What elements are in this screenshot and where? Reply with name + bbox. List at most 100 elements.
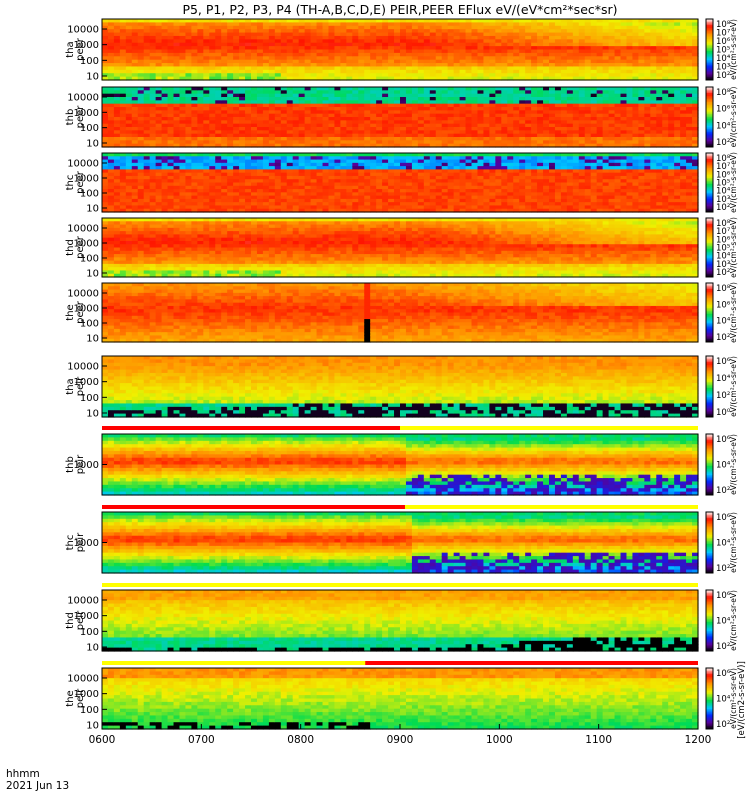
- spectrogram-cell: [268, 56, 276, 61]
- spectrogram-cell: [447, 32, 455, 37]
- spectrogram-cell: [304, 46, 312, 51]
- spectrogram-cell: [215, 29, 222, 34]
- spectrogram-cell: [495, 29, 502, 34]
- spectrogram-cell: [340, 59, 347, 64]
- spectrogram-cell: [239, 49, 246, 54]
- spectrogram-cell: [191, 29, 198, 34]
- spectrogram-cell: [310, 49, 318, 54]
- spectrogram-cell: [489, 25, 496, 30]
- spectrogram-cell: [197, 42, 204, 47]
- spectrogram-cell: [221, 42, 228, 47]
- spectrogram-cell: [215, 73, 222, 78]
- spectrogram-cell: [256, 29, 264, 34]
- spectrogram-cell: [495, 25, 502, 30]
- spectrogram-cell: [119, 39, 127, 44]
- spectrogram-cell: [370, 19, 377, 23]
- spectrogram-cell: [417, 22, 425, 27]
- spectrogram-cell: [137, 49, 145, 54]
- spectrogram-cell: [292, 42, 300, 47]
- spectrogram-cell: [370, 66, 377, 71]
- spectrogram-cell: [280, 29, 288, 34]
- spectrogram-cell: [340, 25, 347, 30]
- spectrogram-cell: [131, 32, 139, 37]
- spectrogram-cell: [233, 76, 240, 81]
- spectrogram-cell: [441, 63, 449, 68]
- spectrogram-cell: [405, 66, 413, 71]
- spectrogram-cell: [316, 63, 324, 68]
- spectrogram-cell: [364, 29, 371, 34]
- spectrogram-cell: [447, 42, 455, 47]
- spectrogram-cell: [233, 29, 240, 34]
- spectrogram-cell: [501, 19, 508, 23]
- spectrogram-cell: [185, 73, 192, 78]
- spectrogram-cell: [113, 76, 121, 81]
- spectrogram-cell: [102, 46, 109, 51]
- spectrogram-cell: [334, 73, 341, 78]
- spectrogram-cell: [495, 66, 502, 71]
- spectrogram-cell: [346, 39, 353, 44]
- spectrogram-cell: [227, 39, 234, 44]
- spectrogram-cell: [388, 66, 395, 71]
- spectrogram-cell: [119, 42, 127, 47]
- spectrogram-cell: [167, 56, 175, 61]
- spectrogram-cell: [119, 59, 127, 64]
- spectrogram-cell: [489, 66, 496, 71]
- spectrogram-cell: [423, 66, 431, 71]
- spectrogram-cell: [489, 49, 496, 54]
- spectrogram-cell: [209, 69, 216, 74]
- spectrogram-cell: [125, 29, 133, 34]
- spectrogram-cell: [370, 76, 377, 81]
- spectrogram-cell: [179, 56, 187, 61]
- spectrogram-cell: [191, 19, 198, 23]
- spectrogram-cell: [167, 39, 175, 44]
- spectrogram-cell: [483, 73, 490, 78]
- spectrogram-cell: [209, 22, 216, 27]
- spectrogram-cell: [215, 59, 222, 64]
- spectrogram-cell: [203, 52, 210, 57]
- spectrogram-cell: [465, 59, 473, 64]
- spectrogram-cell: [197, 39, 204, 44]
- spectrogram-cell: [352, 46, 359, 51]
- spectrogram-cell: [453, 59, 461, 64]
- spectrogram-cell: [149, 22, 157, 27]
- spectrogram-cell: [137, 63, 145, 68]
- spectrogram-cell: [179, 22, 187, 27]
- spectrogram-cell: [304, 59, 312, 64]
- spectrogram-cell: [251, 73, 258, 78]
- spectrogram-cell: [400, 29, 407, 34]
- spectrogram-cell: [298, 63, 306, 68]
- spectrogram-cell: [298, 35, 306, 40]
- spectrogram-cell: [203, 66, 210, 71]
- spectrogram-cell: [370, 46, 377, 51]
- spectrogram-cell: [388, 39, 395, 44]
- spectrogram-cell: [388, 73, 395, 78]
- spectrogram-cell: [286, 63, 294, 68]
- spectrogram-cell: [417, 66, 425, 71]
- spectrogram-cell: [107, 52, 115, 57]
- colorbar-unit-label: eV/(cm²-s-sr-eV): [729, 87, 738, 148]
- spectrogram-cell: [400, 39, 407, 44]
- spectrogram-cell: [113, 69, 121, 74]
- spectrogram-cell: [483, 32, 490, 37]
- spectrogram-cell: [155, 25, 163, 30]
- spectrogram-cell: [346, 56, 353, 61]
- spectrogram-cell: [358, 35, 365, 40]
- spectrogram-cell: [465, 25, 473, 30]
- spectrogram-cell: [298, 59, 306, 64]
- spectrogram-cell: [465, 63, 473, 68]
- spectrogram-cell: [227, 46, 234, 51]
- spectrogram-cell: [102, 32, 109, 37]
- spectrogram-cell: [155, 19, 163, 23]
- spectrogram-cell: [119, 63, 127, 68]
- spectrogram-cell: [310, 63, 318, 68]
- spectrogram-cell: [334, 69, 341, 74]
- spectrogram-cell: [119, 69, 127, 74]
- spectrogram-cell: [358, 25, 365, 30]
- spectrogram-cell: [459, 29, 467, 34]
- spectrogram-cell: [298, 22, 306, 27]
- spectrogram-cell: [435, 73, 443, 78]
- spectrogram-cell: [143, 39, 151, 44]
- spectrogram-cell: [197, 76, 204, 81]
- spectrogram-cell: [382, 69, 389, 74]
- spectrogram-cell: [233, 35, 240, 40]
